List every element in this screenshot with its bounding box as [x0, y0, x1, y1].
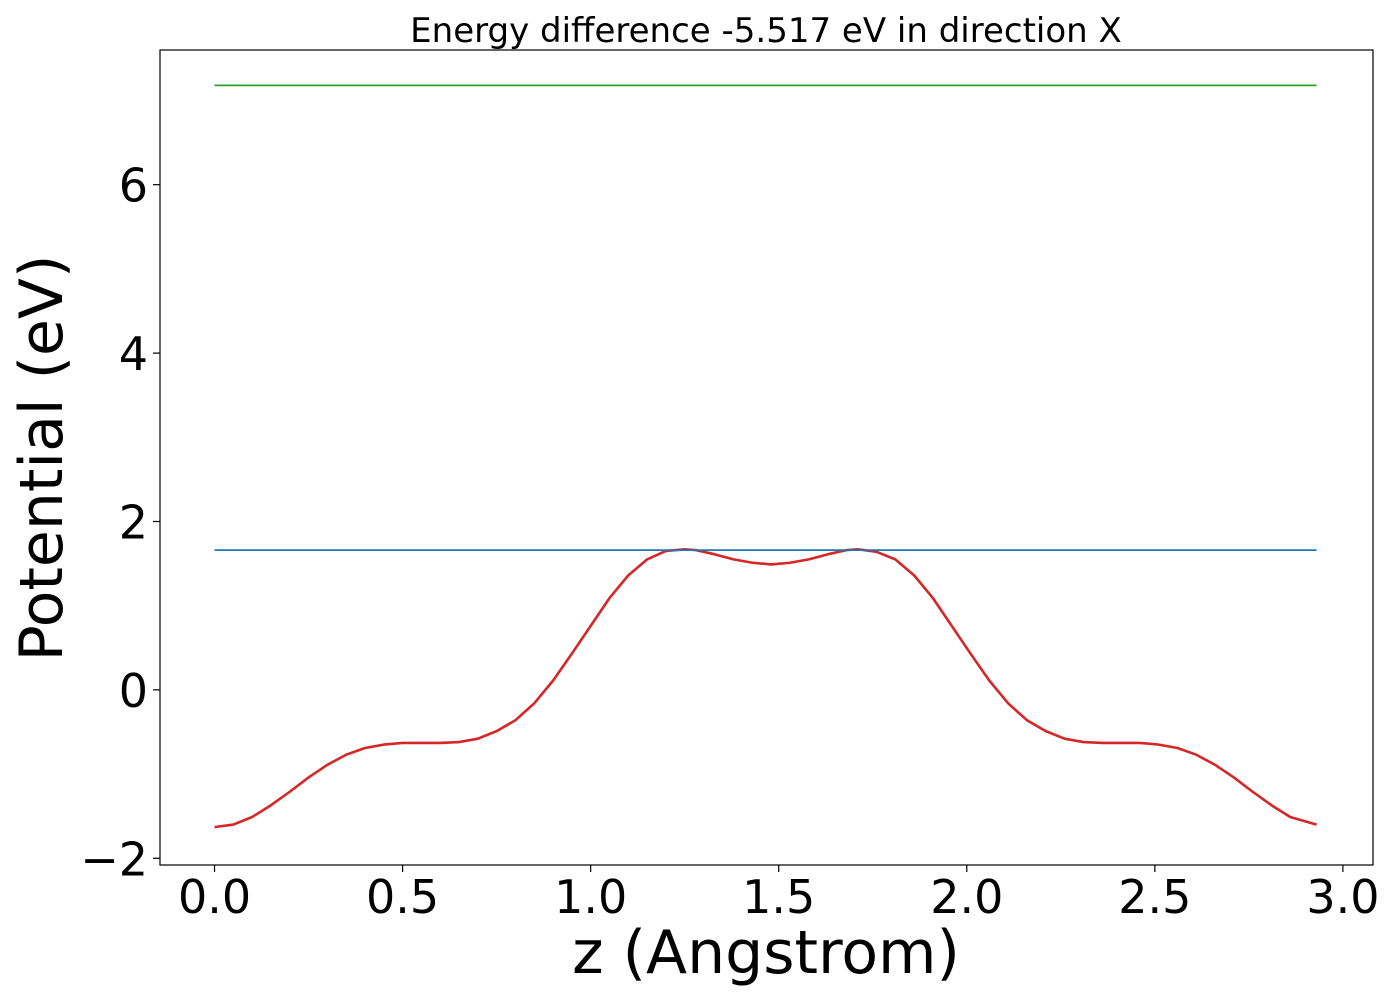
plot-frame: [159, 49, 1374, 866]
y-tick-label: 6: [119, 159, 148, 213]
x-axis-label: z (Angstrom): [572, 918, 960, 988]
series-line-0: [214, 547, 1317, 829]
y-tick-label: 2: [119, 495, 148, 549]
y-tick-label: −2: [80, 832, 148, 886]
x-tick-label: 2.0: [930, 870, 1003, 924]
x-tick-label: 3.0: [1306, 870, 1379, 924]
x-axis-ticks: 0.0 0.5 1.0 1.5 2.0 2.5 3.0: [178, 865, 1379, 924]
chart-title: Energy difference -5.517 eV in direction…: [410, 11, 1122, 51]
y-axis-label: Potential (eV): [7, 255, 77, 662]
x-tick-label: 2.5: [1118, 870, 1191, 924]
x-tick-label: 1.5: [742, 870, 815, 924]
y-tick-label: 0: [119, 664, 148, 718]
x-tick-label: 1.0: [554, 870, 627, 924]
series-layer: [214, 84, 1317, 829]
y-tick-label: 4: [119, 327, 148, 381]
x-tick-label: 0.5: [366, 870, 439, 924]
x-tick-label: 0.0: [178, 870, 251, 924]
y-axis-ticks: −2 0 2 4 6: [80, 159, 160, 886]
